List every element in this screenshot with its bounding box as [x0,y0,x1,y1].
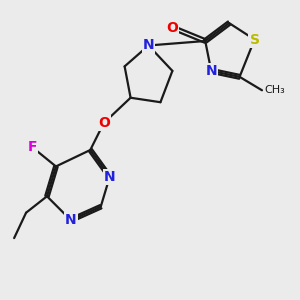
Text: S: S [250,32,260,46]
Text: N: N [206,64,217,78]
Text: N: N [104,170,116,184]
Text: CH₃: CH₃ [264,85,285,95]
Text: N: N [65,213,77,227]
Text: O: O [167,21,178,34]
Text: O: O [98,116,110,130]
Text: N: N [143,38,154,52]
Text: F: F [27,140,37,154]
